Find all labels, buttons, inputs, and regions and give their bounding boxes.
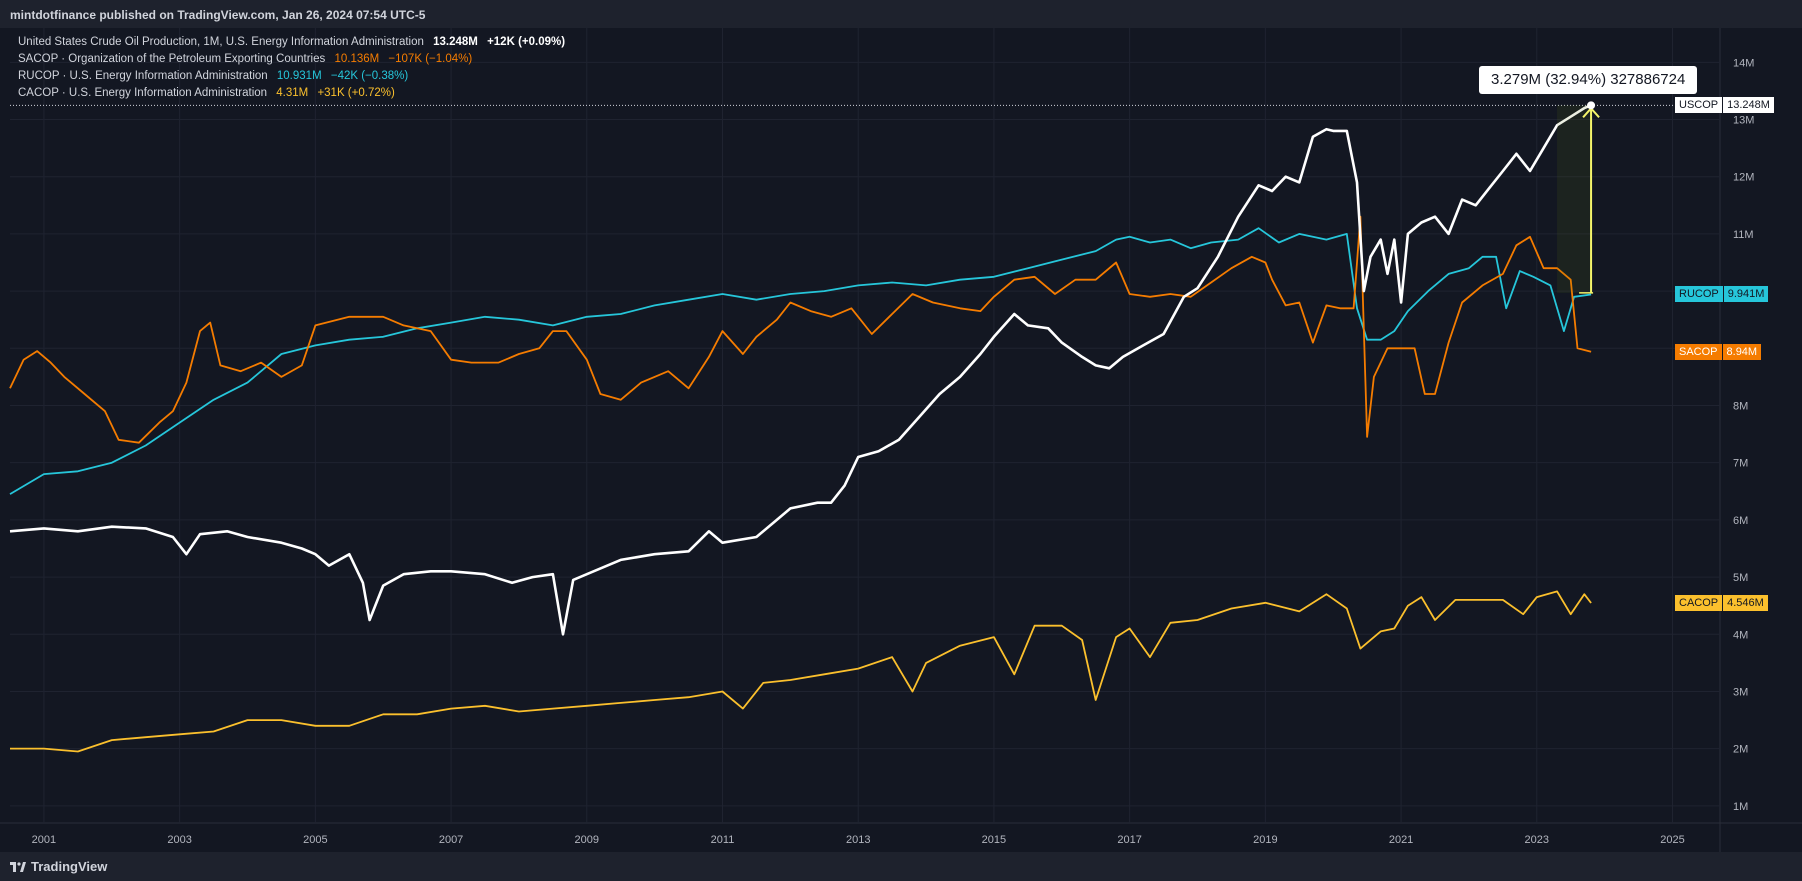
- price-tag-cacop[interactable]: CACOP 4.546M: [1675, 595, 1768, 612]
- y-tick-label: 7M: [1733, 458, 1748, 470]
- measure-tooltip: 3.279M (32.94%) 327886724: [1479, 66, 1698, 94]
- y-tick-label: 14M: [1733, 57, 1754, 69]
- measure-endpoint: [1587, 101, 1596, 110]
- x-tick-label: 2021: [1389, 834, 1413, 846]
- x-tick-label: 2023: [1525, 834, 1549, 846]
- legend-label: RUCOP · U.S. Energy Information Administ…: [18, 70, 268, 82]
- legend-label: United States Crude Oil Production, 1M, …: [18, 36, 424, 48]
- tradingview-logo[interactable]: TradingView: [10, 859, 107, 874]
- brand-name: TradingView: [31, 859, 108, 874]
- series-line-rucop: [9, 227, 1592, 495]
- y-tick-label: 8M: [1733, 400, 1748, 412]
- bottom-bar: TradingView: [0, 852, 1802, 881]
- y-tick-label: 6M: [1733, 515, 1748, 527]
- price-tag-value: 8.94M: [1721, 343, 1762, 360]
- series-line-cacop: [10, 590, 1592, 753]
- legend-label: CACOP · U.S. Energy Information Administ…: [18, 87, 268, 99]
- y-tick-label: 13M: [1733, 115, 1754, 127]
- legend-row-uscop[interactable]: United States Crude Oil Production, 1M, …: [18, 34, 565, 51]
- legend-value: 4.31M: [276, 87, 309, 99]
- legend-change: −107K (−1.04%): [388, 53, 473, 65]
- y-tick-label: 5M: [1733, 572, 1748, 584]
- legend-row-sacop[interactable]: SACOP · Organization of the Petroleum Ex…: [18, 51, 565, 68]
- price-tag-symbol: RUCOP: [1675, 286, 1723, 303]
- publisher-text: mintdotfinance published on TradingView.…: [10, 8, 426, 22]
- tradingview-logo-icon: [10, 861, 26, 872]
- legend-value: 10.136M: [334, 53, 380, 65]
- x-tick-label: 2005: [303, 834, 327, 846]
- series-line-uscop: [9, 104, 1592, 636]
- x-tick-label: 2011: [711, 834, 735, 846]
- x-tick-label: 2015: [982, 834, 1006, 846]
- price-tag-value: 4.546M: [1722, 595, 1768, 612]
- series-line-sacop: [9, 215, 1592, 444]
- price-tag-uscop[interactable]: USCOP 13.248M: [1675, 97, 1774, 114]
- chart-legend: United States Crude Oil Production, 1M, …: [18, 34, 565, 102]
- price-tag-symbol: CACOP: [1675, 595, 1723, 612]
- legend-change: +31K (+0.72%): [317, 87, 395, 99]
- y-tick-label: 11M: [1733, 229, 1754, 241]
- y-tick-label: 12M: [1733, 172, 1754, 184]
- price-tag-symbol: USCOP: [1675, 97, 1723, 114]
- legend-value: 10.931M: [276, 70, 322, 82]
- x-tick-label: 2007: [439, 834, 463, 846]
- x-tick-label: 2025: [1660, 834, 1684, 846]
- legend-change: −42K (−0.38%): [330, 70, 409, 82]
- legend-row-cacop[interactable]: CACOP · U.S. Energy Information Administ…: [18, 85, 565, 102]
- legend-value: 13.248M: [433, 36, 478, 48]
- chart-frame: 1M2M3M4M5M6M7M8M9M10M11M12M13M14M2001200…: [0, 28, 1802, 852]
- y-tick-label: 3M: [1733, 686, 1748, 698]
- price-tag-value: 9.941M: [1722, 286, 1769, 303]
- x-tick-label: 2017: [1117, 834, 1141, 846]
- price-tag-rucop[interactable]: RUCOP 9.941M: [1675, 286, 1769, 303]
- y-tick-label: 2M: [1733, 744, 1748, 756]
- x-tick-label: 2003: [167, 834, 191, 846]
- x-tick-label: 2013: [846, 834, 870, 846]
- legend-change: +12K (+0.09%): [487, 36, 566, 48]
- legend-row-rucop[interactable]: RUCOP · U.S. Energy Information Administ…: [18, 68, 565, 85]
- price-tag-value: 13.248M: [1722, 97, 1774, 114]
- x-tick-label: 2001: [32, 834, 56, 846]
- price-chart[interactable]: 1M2M3M4M5M6M7M8M9M10M11M12M13M14M2001200…: [0, 28, 1802, 852]
- measure-area: [1557, 105, 1592, 293]
- x-tick-label: 2009: [575, 834, 599, 846]
- y-tick-label: 1M: [1733, 801, 1748, 813]
- legend-label: SACOP · Organization of the Petroleum Ex…: [18, 53, 326, 65]
- x-tick-label: 2019: [1253, 834, 1277, 846]
- price-tag-symbol: SACOP: [1675, 343, 1722, 360]
- y-tick-label: 4M: [1733, 629, 1748, 641]
- price-tag-sacop[interactable]: SACOP 8.94M: [1675, 343, 1762, 360]
- top-bar: mintdotfinance published on TradingView.…: [0, 0, 1802, 28]
